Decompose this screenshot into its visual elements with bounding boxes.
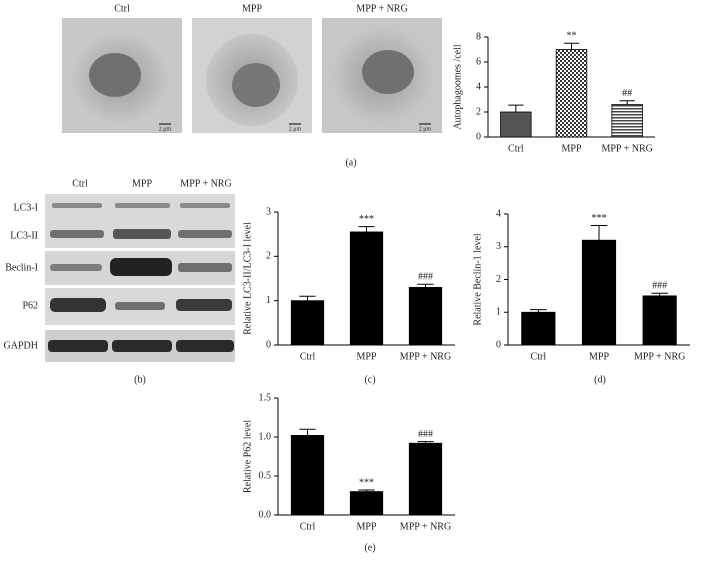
error-bar: [299, 295, 316, 301]
blot-row: Beclin-I: [5, 262, 38, 273]
y-tick-label: 0: [476, 131, 481, 142]
significance: ***: [359, 214, 374, 225]
blot: [45, 194, 235, 362]
error-bar: [590, 224, 608, 241]
y-tick-label: 3: [266, 206, 271, 217]
bar: [555, 49, 588, 138]
significance: ##: [622, 88, 632, 99]
y-tick-label: 1.5: [259, 392, 272, 403]
y-axis-label: Autophagoomes /cell: [452, 44, 463, 129]
x-tick-label: Ctrl: [300, 351, 316, 362]
y-tick-label: 2: [266, 251, 271, 262]
error-bar: [619, 100, 635, 105]
bar: [521, 311, 556, 346]
y-tick-label: 4: [476, 81, 481, 92]
y-axis-label: Relative LC3-II/LC3-I level: [242, 222, 253, 335]
micrograph-label: Ctrl: [114, 3, 130, 14]
x-tick-label: MPP + NRG: [634, 351, 685, 362]
x-tick-label: MPP: [589, 351, 609, 362]
x-tick-label: MPP: [356, 351, 376, 362]
scale-bar-label: 2 μm: [289, 126, 302, 132]
y-axis-label: Relative P62 level: [242, 420, 253, 494]
bar: [408, 286, 443, 346]
error-bar: [358, 226, 375, 232]
y-tick-label: 0: [496, 339, 501, 350]
y-tick-label: 2: [476, 106, 481, 117]
blot-row: LC3-I: [14, 202, 38, 213]
significance: ***: [359, 477, 374, 488]
x-tick-label: Ctrl: [508, 143, 524, 154]
blot-column: Ctrl: [72, 178, 88, 189]
blot-column: MPP + NRG: [180, 178, 231, 189]
panel-caption: (e): [364, 542, 375, 553]
significance: ***: [592, 213, 607, 224]
bar: [642, 295, 677, 346]
y-tick-label: 3: [496, 241, 501, 252]
bar: [611, 104, 643, 138]
blot-column: MPP: [132, 178, 152, 189]
blot-row: LC3-II: [10, 230, 38, 241]
panel-caption: (c): [364, 374, 375, 385]
x-tick-label: MPP + NRG: [400, 521, 451, 532]
significance: ###: [652, 281, 667, 292]
y-tick-label: 4: [496, 208, 501, 219]
error-bar: [563, 42, 580, 50]
significance: ###: [418, 429, 433, 440]
scale-bar-label: 2 μm: [159, 126, 172, 132]
error-bar: [358, 489, 375, 492]
y-tick-label: 2: [496, 274, 501, 285]
bar: [408, 442, 443, 516]
y-tick-label: 6: [476, 56, 481, 67]
significance: ###: [418, 272, 433, 283]
error-bar: [651, 292, 669, 296]
y-tick-label: 0.5: [259, 470, 272, 481]
bar: [290, 435, 325, 516]
y-tick-label: 8: [476, 31, 481, 42]
x-tick-label: MPP: [356, 521, 376, 532]
error-bar: [299, 428, 316, 436]
micrograph-label: MPP: [242, 3, 262, 14]
error-bar: [529, 309, 547, 313]
error-bar: [417, 441, 434, 444]
error-bar: [508, 104, 524, 112]
blot-row: P62: [22, 300, 38, 311]
panel-caption: (b): [134, 374, 146, 385]
y-tick-label: 0.0: [259, 509, 272, 520]
x-tick-label: MPP + NRG: [601, 143, 652, 154]
y-tick-label: 1: [496, 307, 501, 318]
bar: [349, 231, 384, 346]
y-axis-label: Relative Beclin-1 level: [472, 233, 483, 325]
bar: [349, 491, 384, 516]
panel-caption: (a): [345, 157, 356, 168]
x-tick-label: MPP + NRG: [400, 351, 451, 362]
bar: [500, 111, 532, 138]
y-tick-label: 1: [266, 295, 271, 306]
blot-row: GAPDH: [4, 340, 38, 351]
x-tick-label: Ctrl: [531, 351, 547, 362]
significance: **: [567, 31, 577, 42]
bar: [581, 239, 617, 346]
x-tick-label: Ctrl: [300, 521, 316, 532]
micrographs: [62, 18, 442, 133]
bar: [290, 300, 325, 346]
micrograph-label: MPP + NRG: [356, 3, 407, 14]
scale-bar-label: 2 μm: [419, 126, 432, 132]
error-bar: [417, 283, 434, 288]
panel-caption: (d): [594, 374, 606, 385]
y-tick-label: 0: [266, 339, 271, 350]
x-tick-label: MPP: [561, 143, 581, 154]
y-tick-label: 1.0: [259, 431, 272, 442]
